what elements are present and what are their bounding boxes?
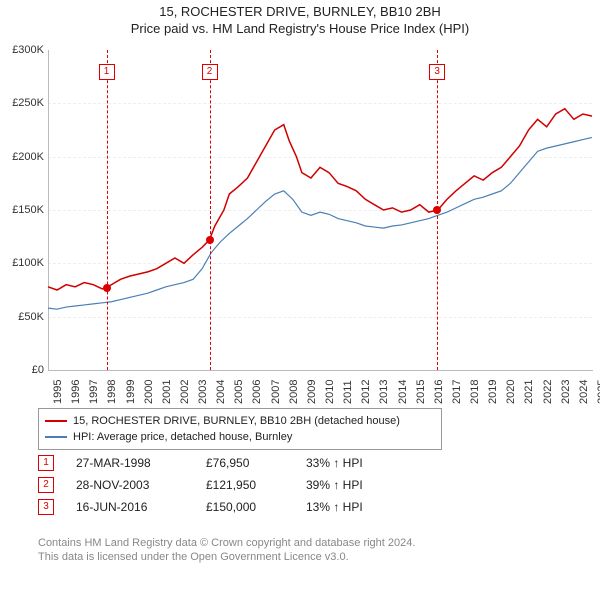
event-date: 28-NOV-2003	[76, 478, 206, 492]
event-num: 2	[38, 477, 54, 493]
x-tick-label: 2000	[143, 380, 155, 404]
event-pct: 39% ↑ HPI	[306, 478, 363, 492]
chart-container: { "title": "15, ROCHESTER DRIVE, BURNLEY…	[0, 0, 600, 590]
marker-box-3: 3	[429, 64, 445, 80]
event-row: 1 27-MAR-1998£76,95033% ↑ HPI	[38, 452, 363, 474]
chart-subtitle: Price paid vs. HM Land Registry's House …	[0, 19, 600, 36]
legend-item: HPI: Average price, detached house, Burn…	[45, 429, 435, 445]
x-tick-label: 2005	[233, 380, 245, 404]
legend-label: HPI: Average price, detached house, Burn…	[73, 429, 292, 445]
x-tick-label: 2024	[578, 380, 590, 404]
x-tick-label: 2016	[433, 380, 445, 404]
event-row: 3 16-JUN-2016£150,00013% ↑ HPI	[38, 496, 363, 518]
x-tick-label: 2021	[523, 380, 535, 404]
x-tick-label: 1995	[52, 380, 64, 404]
event-price: £76,950	[206, 456, 306, 470]
legend-swatch	[45, 436, 67, 438]
y-tick-label: £200K	[0, 151, 44, 163]
marker-dot-3	[433, 206, 441, 214]
series-hpi	[48, 137, 592, 309]
x-tick-label: 2019	[487, 380, 499, 404]
event-pct: 13% ↑ HPI	[306, 500, 363, 514]
y-tick-label: £250K	[0, 97, 44, 109]
x-tick-label: 2018	[469, 380, 481, 404]
x-tick-label: 2025	[596, 380, 600, 404]
x-tick-label: 1996	[70, 380, 82, 404]
y-tick-label: £0	[0, 364, 44, 376]
x-tick-label: 2020	[505, 380, 517, 404]
x-tick-label: 2015	[415, 380, 427, 404]
x-tick-label: 2001	[161, 380, 173, 404]
x-tick-label: 2003	[197, 380, 209, 404]
x-tick-label: 2009	[306, 380, 318, 404]
x-tick-label: 2008	[288, 380, 300, 404]
x-tick-label: 2017	[451, 380, 463, 404]
legend-box: 15, ROCHESTER DRIVE, BURNLEY, BB10 2BH (…	[38, 408, 442, 450]
marker-dot-2	[206, 236, 214, 244]
x-tick-label: 2006	[251, 380, 263, 404]
marker-box-1: 1	[99, 64, 115, 80]
x-tick-label: 2013	[378, 380, 390, 404]
x-tick-label: 2004	[215, 380, 227, 404]
event-num: 3	[38, 499, 54, 515]
legend-label: 15, ROCHESTER DRIVE, BURNLEY, BB10 2BH (…	[73, 413, 400, 429]
event-row: 2 28-NOV-2003£121,95039% ↑ HPI	[38, 474, 363, 496]
event-price: £121,950	[206, 478, 306, 492]
x-tick-label: 2002	[179, 380, 191, 404]
event-num: 1	[38, 455, 54, 471]
event-date: 27-MAR-1998	[76, 456, 206, 470]
footer-line-2: This data is licensed under the Open Gov…	[38, 550, 578, 564]
marker-line-1	[107, 50, 108, 370]
event-pct: 33% ↑ HPI	[306, 456, 363, 470]
marker-line-2	[210, 50, 211, 370]
event-price: £150,000	[206, 500, 306, 514]
event-table: 1 27-MAR-1998£76,95033% ↑ HPI 2 28-NOV-2003…	[38, 452, 363, 518]
y-tick-label: £100K	[0, 257, 44, 269]
x-tick-label: 2022	[542, 380, 554, 404]
chart-title: 15, ROCHESTER DRIVE, BURNLEY, BB10 2BH	[0, 0, 600, 19]
x-tick-label: 2010	[324, 380, 336, 404]
y-tick-label: £150K	[0, 204, 44, 216]
series-price_paid	[48, 109, 592, 290]
y-tick-label: £300K	[0, 44, 44, 56]
legend-swatch	[45, 420, 67, 422]
x-tick-label: 2011	[342, 380, 354, 404]
footer-line-1: Contains HM Land Registry data © Crown c…	[38, 536, 578, 550]
x-tick-label: 1997	[88, 380, 100, 404]
marker-box-2: 2	[202, 64, 218, 80]
legend-item: 15, ROCHESTER DRIVE, BURNLEY, BB10 2BH (…	[45, 413, 435, 429]
event-date: 16-JUN-2016	[76, 500, 206, 514]
x-tick-label: 2014	[397, 380, 409, 404]
x-tick-label: 2012	[360, 380, 372, 404]
marker-dot-1	[103, 284, 111, 292]
x-tick-label: 2023	[560, 380, 572, 404]
x-tick-label: 1998	[106, 380, 118, 404]
x-tick-label: 1999	[125, 380, 137, 404]
y-tick-label: £50K	[0, 311, 44, 323]
x-tick-label: 2007	[270, 380, 282, 404]
line-series-svg	[48, 50, 592, 370]
attribution-footer: Contains HM Land Registry data © Crown c…	[38, 536, 578, 564]
